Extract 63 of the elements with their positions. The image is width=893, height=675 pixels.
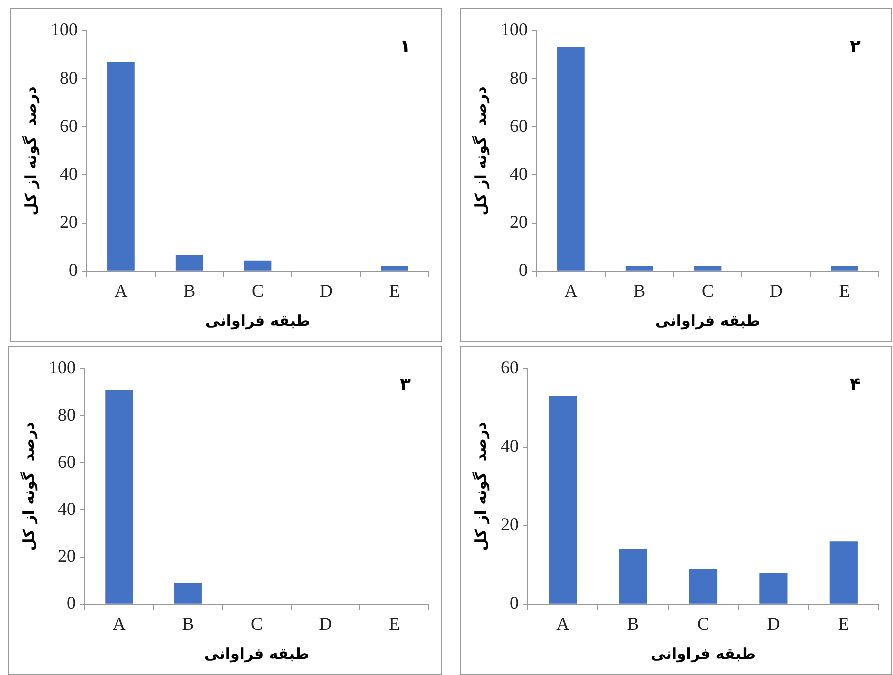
x-tick-label: D: [319, 614, 332, 634]
y-axis-title: درصد گونه از کل: [20, 422, 38, 552]
y-tick-label: 40: [58, 498, 76, 519]
y-tick-label: 60: [510, 116, 528, 136]
bar: [619, 549, 648, 604]
x-tick-label: B: [184, 280, 196, 301]
bar: [176, 255, 204, 271]
bar: [549, 396, 578, 604]
x-axis-title: طبقه فراوانی: [656, 312, 760, 330]
x-tick-label: E: [389, 614, 400, 634]
y-tick-label: 0: [69, 260, 78, 280]
y-tick-label: 40: [510, 164, 528, 184]
bar: [760, 573, 788, 604]
y-tick-label: 80: [60, 68, 78, 88]
x-tick-label: A: [564, 280, 578, 301]
x-tick-label: A: [556, 614, 570, 634]
y-tick-label: 40: [60, 164, 78, 184]
y-axis-title: درصد گونه از کل: [472, 86, 490, 216]
x-tick-label: A: [112, 614, 126, 634]
y-tick-label: 0: [519, 260, 528, 280]
x-tick-label: D: [767, 614, 780, 634]
y-tick-label: 20: [510, 212, 528, 232]
x-tick-label: B: [634, 280, 646, 301]
x-tick-label: B: [182, 614, 194, 634]
y-axis-title: درصد گونه از کل: [472, 422, 490, 552]
x-tick-label: C: [702, 280, 714, 301]
x-axis-title: طبقه فراوانی: [206, 312, 310, 330]
y-tick-label: 0: [510, 593, 519, 614]
x-tick-label: D: [770, 280, 783, 301]
annotation: ۳: [400, 374, 411, 396]
bar: [244, 260, 272, 271]
y-tick-label: 60: [501, 358, 519, 378]
bar: [689, 569, 718, 604]
y-axis-title: درصد گونه از کل: [22, 86, 40, 216]
x-tick-label: A: [114, 280, 128, 301]
bar: [381, 266, 408, 271]
y-tick-label: 100: [51, 20, 78, 40]
y-tick-label: 80: [58, 404, 76, 425]
x-tick-label: B: [627, 614, 640, 634]
x-axis-title: طبقه فراوانی: [204, 644, 310, 663]
x-tick-label: C: [250, 614, 264, 634]
y-tick-label: 60: [60, 116, 78, 136]
bar: [108, 62, 135, 271]
y-tick-label: 60: [58, 452, 76, 472]
y-tick-label: 80: [510, 68, 528, 88]
y-tick-label: 100: [501, 20, 528, 40]
x-tick-label: C: [252, 280, 264, 301]
y-tick-label: 40: [501, 436, 519, 456]
x-tick-label: E: [839, 280, 850, 301]
annotation: ۴: [850, 374, 861, 396]
x-tick-label: C: [697, 614, 710, 634]
y-tick-label: 20: [501, 514, 519, 535]
x-tick-label: D: [320, 280, 333, 301]
x-axis-title: طبقه فراوانی: [651, 644, 756, 663]
y-tick-label: 100: [49, 358, 76, 378]
annotation: ۲: [850, 36, 861, 58]
annotation: ۱: [400, 36, 411, 58]
y-tick-label: 20: [58, 546, 76, 566]
x-tick-label: E: [389, 280, 400, 301]
x-tick-label: E: [838, 614, 850, 634]
bar: [830, 542, 858, 604]
y-tick-label: 20: [60, 212, 78, 232]
y-tick-label: 0: [67, 593, 76, 614]
